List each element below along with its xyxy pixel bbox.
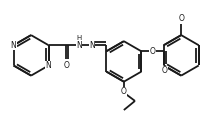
Text: N: N: [76, 41, 82, 50]
Text: O: O: [64, 61, 70, 70]
Text: N: N: [46, 61, 52, 70]
Text: O: O: [162, 66, 168, 75]
Text: O: O: [178, 14, 184, 23]
Text: N: N: [11, 41, 16, 50]
Text: O: O: [150, 47, 155, 56]
Text: N: N: [89, 41, 95, 50]
Text: H: H: [77, 35, 82, 41]
Text: O: O: [121, 87, 127, 96]
